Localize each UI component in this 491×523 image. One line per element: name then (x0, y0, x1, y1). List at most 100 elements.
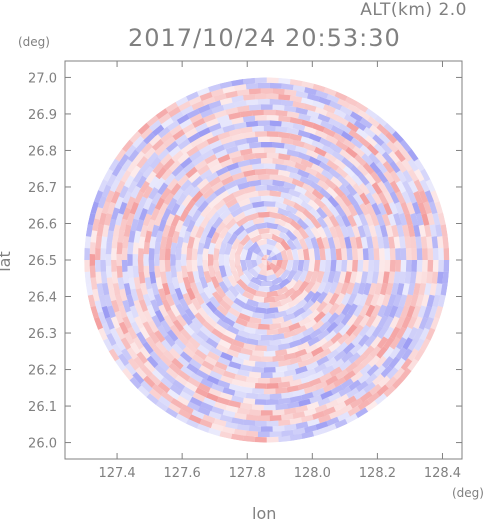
radar-cell (371, 304, 382, 318)
radar-cell (266, 206, 279, 213)
radar-cell (137, 385, 150, 398)
radar-cell (307, 199, 320, 211)
radar-cell (257, 415, 270, 422)
radar-cell (274, 217, 287, 227)
radar-cell (432, 212, 441, 226)
radar-cell (401, 348, 413, 361)
radar-cell (151, 224, 160, 238)
radar-cell (385, 224, 394, 238)
radar-cell (280, 319, 293, 329)
radar-cell (234, 121, 247, 130)
radar-cell (313, 260, 321, 272)
radar-cell (226, 162, 240, 172)
radar-cell (437, 271, 444, 284)
radar-cell (245, 174, 259, 182)
radar-cell (303, 368, 317, 378)
radar-cell (298, 270, 309, 283)
radar-cell (94, 300, 103, 314)
radar-cell (290, 195, 304, 206)
radar-cell (376, 213, 386, 227)
radar-cell (115, 168, 126, 182)
radar-cell (218, 170, 232, 181)
radar-cell (111, 299, 120, 313)
radar-cell (137, 122, 150, 135)
radar-cell (392, 376, 405, 390)
radar-cell (278, 115, 291, 123)
radar-cell (272, 355, 285, 362)
radar-cell (110, 190, 121, 204)
radar-cell (266, 269, 275, 277)
radar-cell (300, 158, 314, 169)
radar-cell (275, 109, 288, 117)
radar-cell (163, 136, 176, 148)
radar-cell (376, 336, 389, 350)
radar-cell (404, 271, 412, 284)
radar-cell (121, 367, 134, 381)
radar-cell (442, 236, 449, 249)
radar-cell (330, 176, 343, 188)
radar-cell (169, 124, 183, 136)
radar-cell (280, 191, 293, 201)
radar-cell (432, 260, 439, 272)
radar-cell (175, 413, 189, 424)
radar-cell (186, 287, 196, 301)
radar-cell (330, 332, 343, 344)
radar-cell (251, 147, 264, 154)
radar-cell (329, 142, 343, 154)
radar-cell (335, 248, 342, 260)
radar-cell (278, 381, 291, 389)
radar-cell (154, 213, 164, 227)
radar-cell (133, 356, 146, 370)
radar-cell (235, 317, 248, 327)
radar-cell (105, 190, 115, 204)
radar-cell (278, 359, 291, 367)
radar-cell (170, 265, 178, 278)
radar-cell (310, 216, 322, 229)
radar-cell (325, 134, 339, 145)
radar-cell (175, 193, 187, 206)
radar-cell (140, 224, 148, 238)
radar-cell (275, 147, 288, 155)
radar-cell (389, 336, 401, 350)
radar-cell (312, 100, 325, 110)
radar-cell (168, 348, 181, 361)
radar-cell (218, 253, 225, 267)
radar-cell (289, 78, 303, 87)
radar-cell (149, 271, 157, 284)
radar-cell (359, 144, 373, 157)
radar-cell (281, 83, 294, 91)
radar-cell (138, 299, 148, 313)
radar-cell (303, 142, 317, 152)
radar-cell (239, 148, 253, 156)
radar-cell (371, 192, 383, 205)
y-tick-label: 26.2 (28, 364, 57, 379)
radar-cell (176, 113, 190, 125)
radar-cell (272, 142, 285, 149)
radar-cell (277, 303, 291, 313)
radar-cell (199, 169, 213, 181)
radar-cell (286, 248, 294, 260)
radar-cell (164, 248, 171, 260)
radar-cell (329, 100, 343, 111)
radar-cell (330, 384, 344, 395)
radar-cell (368, 355, 381, 368)
radar-cell (405, 260, 412, 272)
radar-cell (261, 257, 267, 260)
radar-cell (271, 260, 278, 266)
radar-cell (257, 227, 270, 235)
radar-cell (294, 348, 308, 358)
radar-cell (157, 359, 170, 372)
radar-cell (231, 237, 241, 251)
radar-cell (142, 185, 153, 199)
radar-cell (222, 387, 236, 396)
radar-cell (424, 282, 432, 296)
radar-cell (378, 375, 391, 388)
radar-cell (177, 152, 190, 164)
radar-cell (107, 305, 116, 319)
y-tick-label: 26.8 (28, 144, 57, 159)
radar-cell (157, 288, 167, 302)
radar-cell (257, 431, 270, 438)
radar-cell (286, 165, 299, 174)
radar-cell (249, 158, 262, 165)
radar-cell (191, 317, 204, 330)
